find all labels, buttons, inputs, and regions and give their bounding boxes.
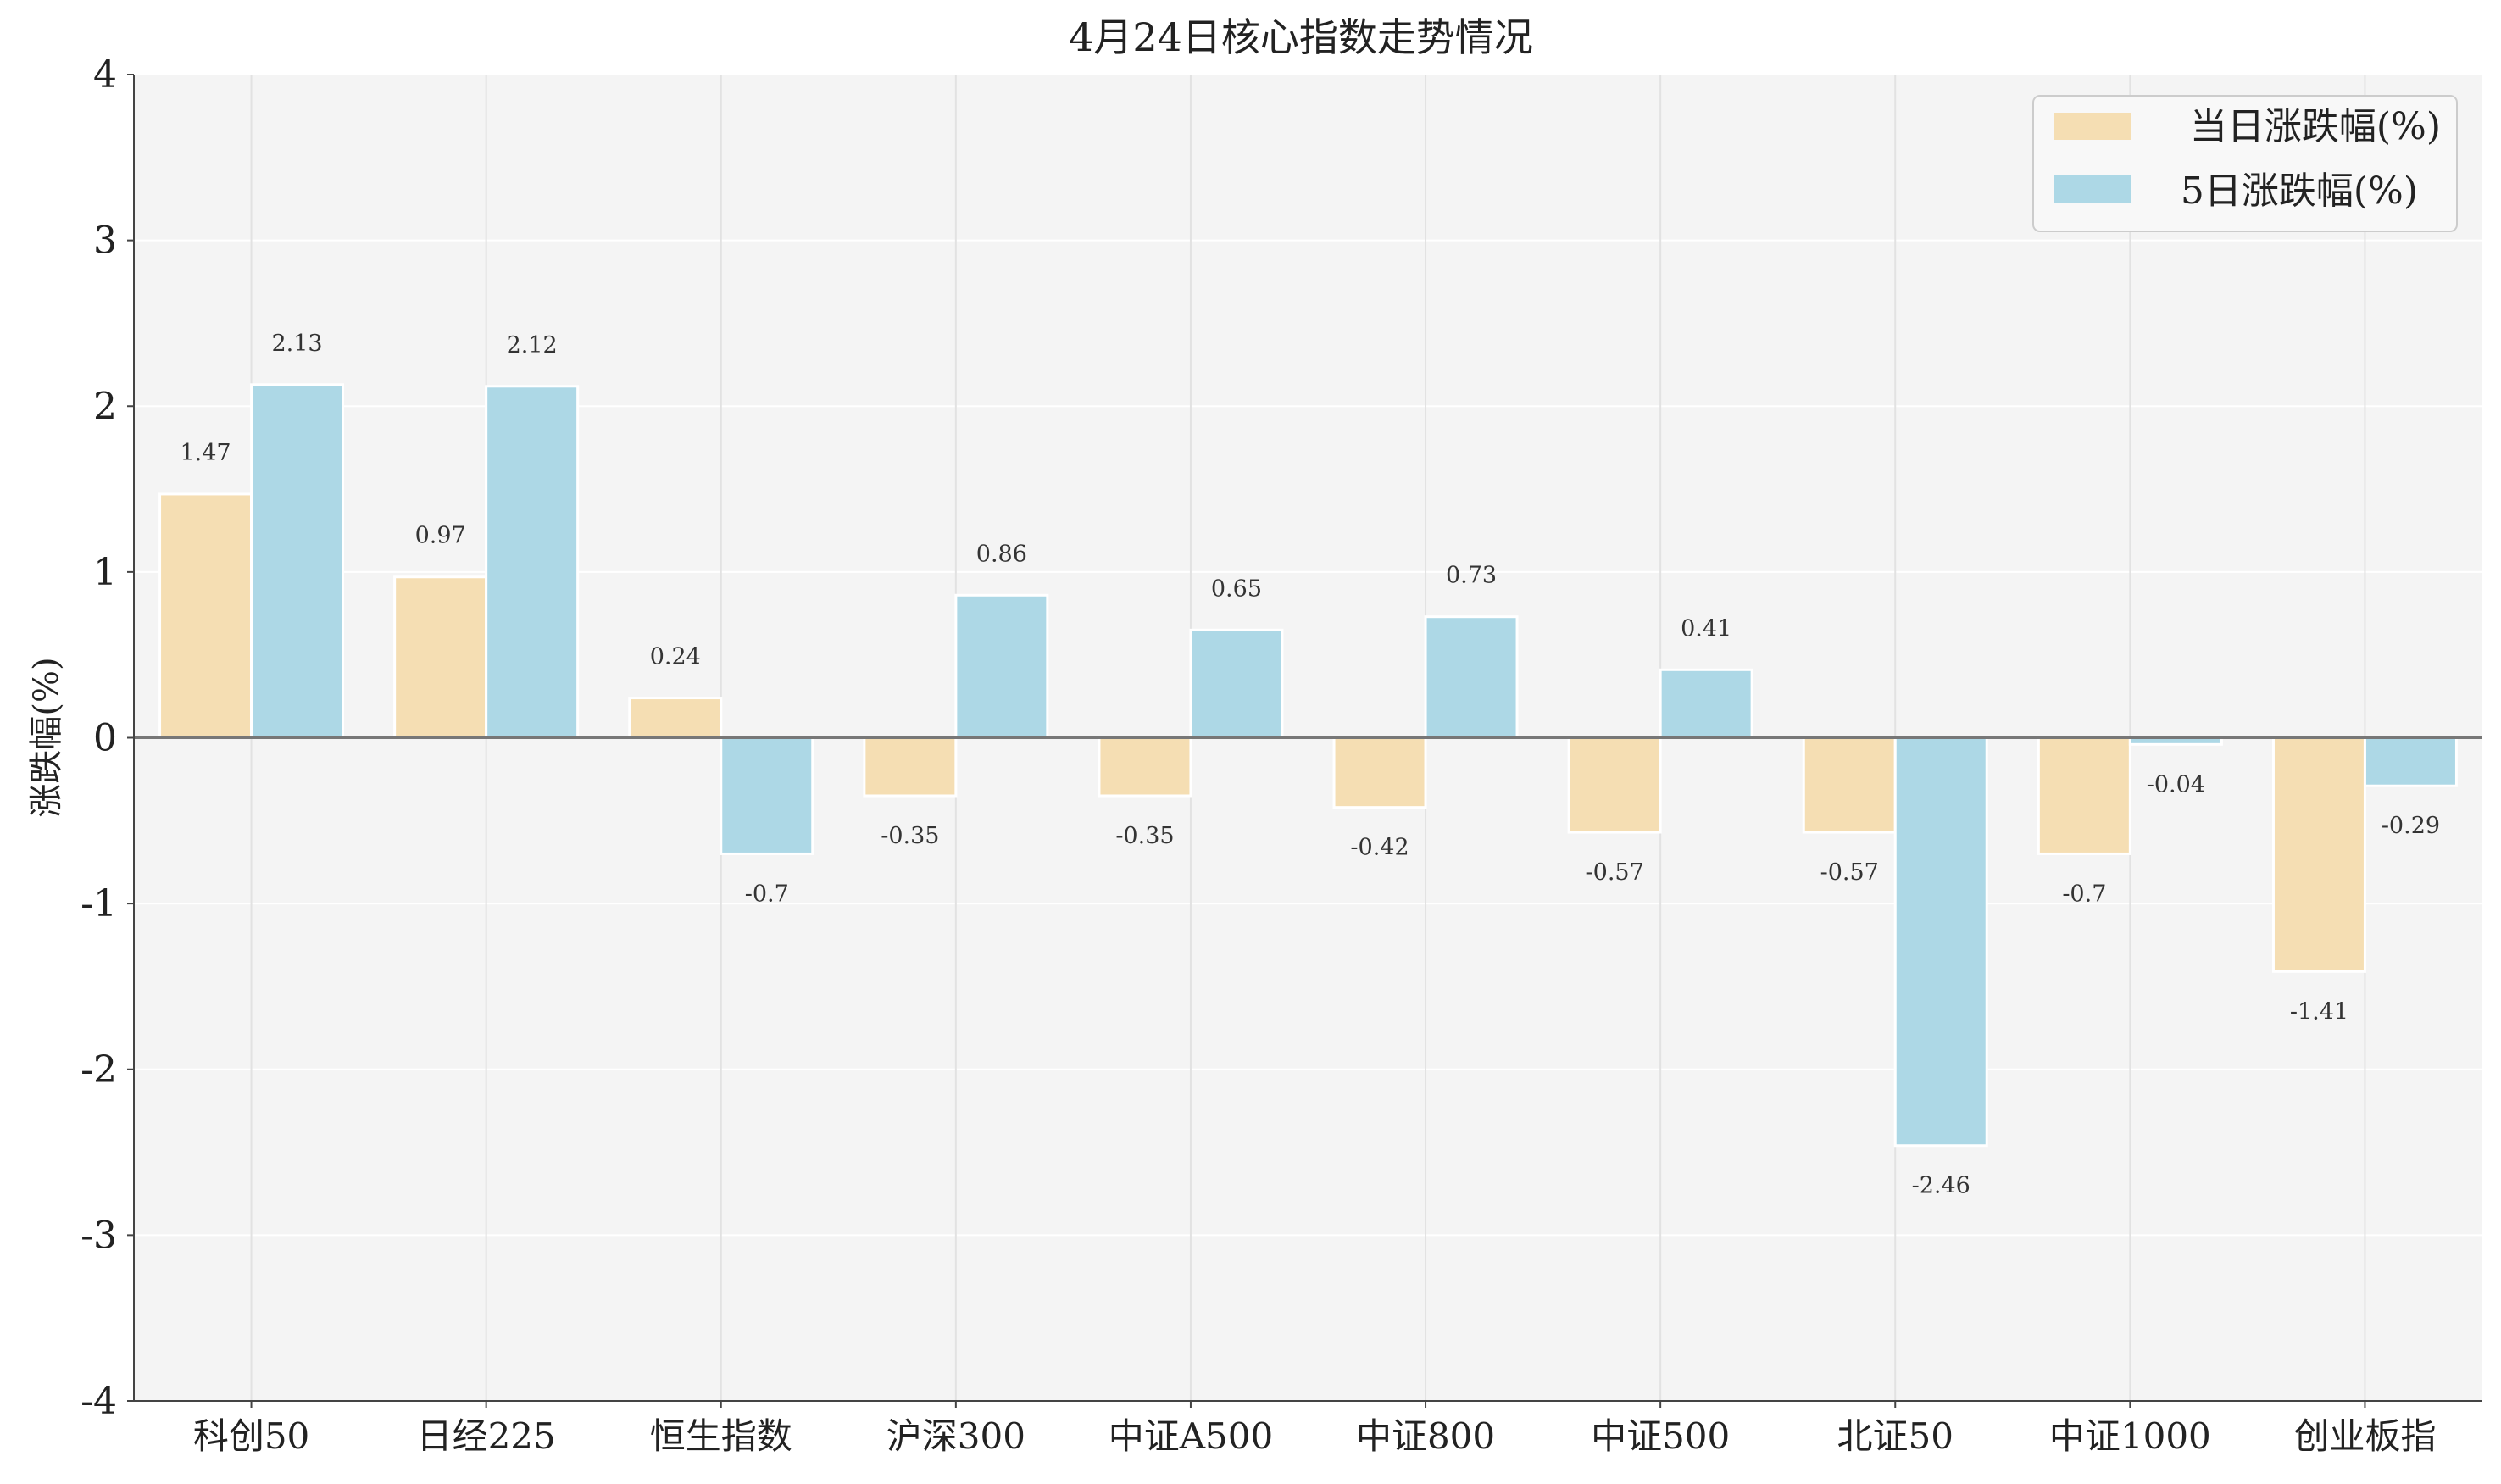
y-tick-label: 1	[93, 551, 117, 594]
data-label: 0.41	[1681, 615, 1731, 642]
legend-swatch-daily	[2054, 113, 2131, 140]
data-label: 2.12	[507, 332, 558, 358]
bar-daily	[1098, 736, 1192, 798]
bar-daily	[1567, 736, 1662, 834]
y-tick-labels: 4 3 2 1 0 -1 -2 -3 -4	[81, 53, 134, 1423]
bar-daily	[863, 736, 958, 798]
x-tick-label: 中证500	[1591, 1415, 1730, 1457]
bar-daily	[1332, 736, 1427, 809]
y-tick-label: -4	[81, 1380, 117, 1423]
data-label: -2.46	[1912, 1173, 1970, 1199]
x-tick-label: 日经225	[417, 1415, 556, 1457]
data-label: 0.24	[650, 644, 701, 670]
data-label: -0.35	[1115, 823, 1174, 849]
x-tick-label: 中证800	[1356, 1415, 1495, 1457]
data-label: 0.97	[415, 523, 466, 549]
legend-swatch-5day	[2054, 175, 2131, 203]
y-tick-label: 4	[93, 53, 117, 97]
y-tick-label: -1	[81, 882, 117, 925]
data-label: -0.7	[745, 881, 789, 907]
data-label: 0.73	[1446, 563, 1497, 589]
y-tick-label: -3	[81, 1214, 117, 1257]
x-tick-label: 恒生指数	[650, 1415, 792, 1457]
y-tick-label: -2	[81, 1048, 117, 1092]
legend-label-5day: 5日涨跌幅(%)	[2181, 170, 2418, 213]
bar-5day	[1659, 668, 1753, 740]
legend-box	[2032, 95, 2458, 232]
bar-5day	[250, 383, 345, 739]
bar-5day	[485, 385, 580, 739]
bar-5day	[954, 593, 1049, 740]
data-label: -1.41	[2290, 998, 2348, 1025]
data-label: 0.65	[1211, 575, 1262, 602]
data-label: -0.04	[2147, 771, 2205, 798]
chart-title: 4月24日核心指数走势情况	[1069, 14, 1533, 60]
data-labels: 1.47 2.13 0.97 2.12 0.24 -0.7 -0.35 0.86 -0.35 0.…	[180, 331, 2440, 1199]
bar-daily	[2271, 736, 2366, 973]
bar-daily	[393, 575, 488, 740]
data-label: -0.42	[1350, 835, 1409, 861]
data-label: -0.7	[2062, 881, 2106, 907]
x-tick-label: 北证50	[1837, 1415, 1954, 1457]
data-label: -0.57	[1820, 859, 1879, 886]
bar-daily	[1802, 736, 1897, 834]
y-tick-label: 2	[93, 385, 117, 428]
data-label: -0.57	[1586, 859, 1644, 886]
y-axis-label: 涨跌幅(%)	[27, 657, 66, 817]
y-tick-label: 3	[93, 220, 117, 263]
data-label: -0.29	[2382, 813, 2440, 839]
x-tick-label: 科创50	[193, 1415, 309, 1457]
legend: 当日涨跌幅(%) 5日涨跌幅(%)	[2032, 95, 2458, 232]
bar-daily	[158, 492, 253, 740]
bar-daily	[628, 697, 723, 739]
x-tick-label: 沪深300	[886, 1415, 1025, 1457]
bar-5day	[1424, 615, 1519, 739]
x-tick-labels: 科创50 日经225 恒生指数 沪深300 中证A500 中证800 中证500 北证50 中证…	[193, 1401, 2436, 1457]
x-tick-label: 中证1000	[2049, 1415, 2211, 1457]
bar-daily	[2037, 736, 2131, 855]
data-label: -0.35	[881, 823, 939, 849]
data-label: 1.47	[180, 440, 231, 466]
bar-5day	[720, 736, 814, 855]
x-tick-label: 创业板指	[2293, 1415, 2436, 1457]
x-tick-label: 中证A500	[1109, 1415, 1274, 1457]
y-tick-label: 0	[93, 717, 117, 760]
bars	[158, 383, 2458, 1148]
data-label: 0.86	[976, 541, 1027, 567]
legend-label-daily: 当日涨跌幅(%)	[2190, 105, 2441, 148]
bar-5day	[1893, 736, 1988, 1148]
data-label: 2.13	[271, 331, 322, 357]
bar-5day	[2363, 736, 2458, 787]
bar-5day	[1189, 628, 1284, 739]
